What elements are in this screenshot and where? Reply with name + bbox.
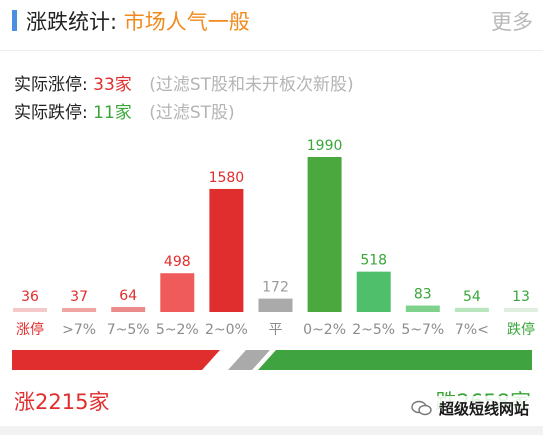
category-label-0: 涨停 <box>16 321 44 338</box>
bar-2 <box>111 307 146 312</box>
limit-down-label: 实际跌停: <box>14 103 88 123</box>
bar-value-label-1: 37 <box>70 289 88 305</box>
watermark: 超级短线网站 <box>406 396 533 420</box>
wechat-icon <box>411 400 432 416</box>
bar-value-label-8: 83 <box>414 287 432 303</box>
category-label-3: 5~2% <box>156 322 199 338</box>
total-up-count: 涨2215家 <box>14 390 110 414</box>
bar-7 <box>356 271 391 312</box>
bar-value-label-3: 498 <box>164 254 191 270</box>
watermark-text: 超级短线网站 <box>438 399 529 418</box>
bar-4 <box>209 188 244 312</box>
category-label-7: 2~5% <box>352 322 395 338</box>
category-label-9: 7%< <box>455 322 489 338</box>
category-label-8: 5~7% <box>401 322 444 338</box>
bar-9 <box>454 307 489 312</box>
bar-value-label-5: 172 <box>262 280 289 296</box>
limit-up-label: 实际涨停: <box>14 75 88 95</box>
bar-value-label-10: 13 <box>512 289 530 305</box>
market-sentiment-label: 市场人气一般 <box>123 10 250 34</box>
footer-separator <box>0 426 543 435</box>
category-label-1: >7% <box>62 322 96 338</box>
bar-value-label-7: 518 <box>360 253 387 269</box>
bar-10 <box>504 308 538 312</box>
bar-6 <box>307 157 342 312</box>
bar-value-label-2: 64 <box>119 288 137 304</box>
category-label-5: 平 <box>269 322 283 338</box>
more-button[interactable]: 更多 <box>491 10 533 34</box>
page-title: 涨跌统计: 市场人气一般 <box>26 6 250 36</box>
limit-up-value: 33家 <box>93 75 132 95</box>
bar-8 <box>405 305 440 312</box>
limit-down-note: (过滤ST股) <box>149 103 235 123</box>
ratio-bar-up <box>12 350 220 370</box>
title-prefix: 涨跌统计: <box>26 10 118 34</box>
limit-down-stat: 实际跌停: 11家 (过滤ST股) <box>14 98 235 123</box>
title-accent-bar <box>12 10 17 31</box>
category-label-2: 7~5% <box>107 322 150 338</box>
header-divider <box>0 50 543 51</box>
limit-down-value: 11家 <box>93 103 132 123</box>
bar-value-label-0: 36 <box>21 289 39 305</box>
header: 涨跌统计: 市场人气一般 更多 <box>0 0 543 44</box>
bar-3 <box>160 273 195 312</box>
category-label-6: 0~2% <box>303 322 346 338</box>
limit-up-stat: 实际涨停: 33家 (过滤ST股和未开板次新股) <box>14 70 354 95</box>
bar-0 <box>13 308 47 312</box>
bar-5 <box>258 298 293 312</box>
ratio-bar-down <box>258 350 532 370</box>
category-label-10: 跌停 <box>507 321 535 338</box>
distribution-chart: 36 涨停 37 >7% 64 7~5% 498 5~2% 1580 2~0% 172 平 1990 0~… <box>13 138 538 338</box>
bar-value-label-4: 1580 <box>209 170 245 186</box>
bar-value-label-9: 54 <box>463 289 481 305</box>
ratio-bar <box>12 350 532 370</box>
bar-value-label-6: 1990 <box>307 138 343 154</box>
category-label-4: 2~0% <box>205 322 248 338</box>
bar-1 <box>62 308 97 312</box>
limit-up-note: (过滤ST股和未开板次新股) <box>149 75 354 95</box>
